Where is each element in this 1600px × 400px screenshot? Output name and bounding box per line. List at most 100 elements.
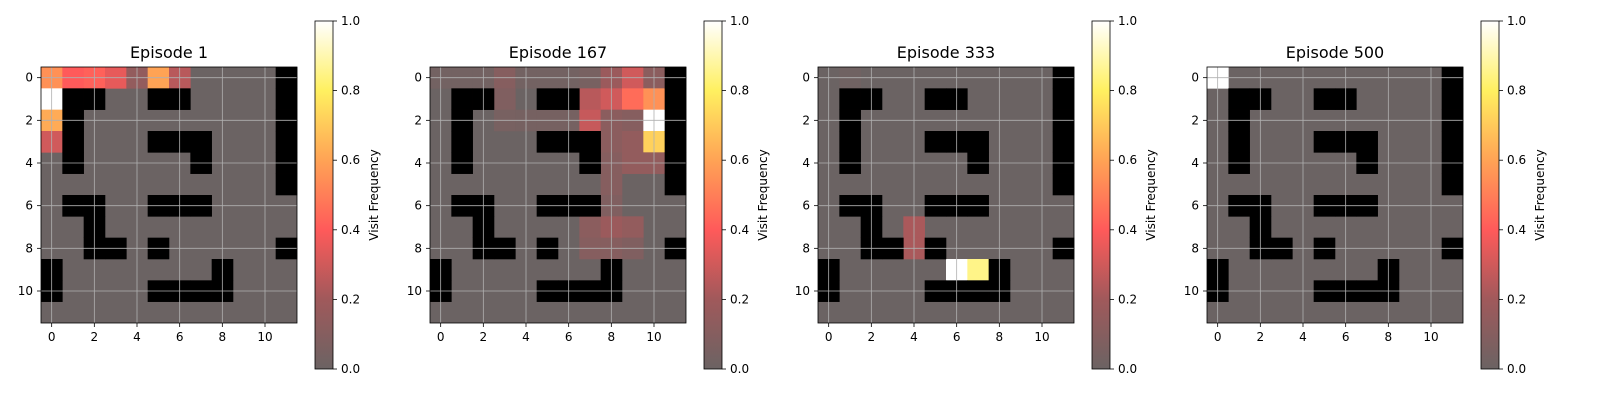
x-tick-label: 10: [646, 330, 661, 344]
wall-cell: [664, 131, 687, 153]
colorbar-tick-label: 0.2: [341, 292, 360, 306]
axes-frame: [1206, 66, 1464, 324]
colorbar-tick-label: 0.0: [730, 362, 749, 376]
x-tick-label: 6: [953, 330, 961, 344]
wall-cell: [147, 88, 170, 110]
wall-cell: [579, 131, 601, 153]
y-tick-label: 8: [802, 241, 810, 255]
y-tick-label: 0: [414, 71, 422, 85]
y-tick-label: 4: [25, 156, 33, 170]
wall-cell: [275, 173, 298, 196]
colorbar-label: Visit Frequency: [756, 149, 770, 240]
wall-cell: [1441, 88, 1464, 110]
colorbar-tick-label: 0.2: [730, 292, 749, 306]
x-tick-label: 6: [176, 330, 184, 344]
wall-cell: [190, 131, 212, 153]
visit-cell: [622, 88, 644, 110]
chart-title: Episode 333: [897, 43, 995, 62]
y-tick-label: 8: [414, 241, 422, 255]
colorbar-tick-label: 1.0: [1118, 14, 1137, 28]
wall-cell: [1313, 88, 1336, 110]
y-tick-label: 0: [1191, 71, 1199, 85]
visit-cell: [579, 88, 601, 110]
x-tick-label: 4: [1299, 330, 1307, 344]
colorbar-tick-label: 0.6: [341, 153, 360, 167]
colorbar-tick-label: 0.4: [730, 223, 749, 237]
y-tick-label: 10: [18, 284, 33, 298]
axes-frame: [40, 66, 298, 324]
colorbar-tick-label: 0.2: [1507, 292, 1526, 306]
chart-title: Episode 500: [1286, 43, 1384, 62]
x-tick-label: 2: [868, 330, 876, 344]
chart-title: Episode 1: [130, 43, 208, 62]
x-tick-label: 10: [1034, 330, 1049, 344]
wall-cell: [839, 131, 861, 153]
y-tick-label: 10: [795, 284, 810, 298]
x-tick-label: 6: [1342, 330, 1350, 344]
wall-cell: [451, 88, 473, 110]
colorbar-tick-label: 0.8: [341, 84, 360, 98]
y-tick-label: 2: [802, 113, 810, 127]
colorbar-tick-label: 0.6: [730, 153, 749, 167]
wall-cell: [275, 131, 298, 153]
y-tick-label: 10: [1184, 284, 1199, 298]
heatmap-panel-4: 0 2 4 6 8 10 0 2 4 6 8 10 Episode 500 0.0 0.2 0.4 0.6 0.8…: [1184, 14, 1547, 376]
wall-cell: [1356, 131, 1378, 153]
x-tick-label: 4: [522, 330, 530, 344]
colorbar-tick-label: 1.0: [341, 14, 360, 28]
x-tick-label: 6: [565, 330, 573, 344]
colorbar-label: Visit Frequency: [367, 149, 381, 240]
wall-cell: [839, 88, 861, 110]
y-tick-label: 2: [25, 113, 33, 127]
y-tick-label: 2: [414, 113, 422, 127]
visit-cell: [494, 88, 516, 110]
x-tick-label: 10: [1423, 330, 1438, 344]
colorbar-tick-label: 0.2: [1118, 292, 1137, 306]
wall-cell: [1441, 173, 1464, 196]
wall-cell: [62, 131, 84, 153]
colorbar-tick-label: 0.6: [1507, 153, 1526, 167]
y-tick-label: 6: [802, 199, 810, 213]
colorbar-tick-label: 0.6: [1118, 153, 1137, 167]
y-tick-label: 2: [1191, 113, 1199, 127]
x-tick-label: 0: [437, 330, 445, 344]
wall-cell: [1052, 88, 1075, 110]
wall-cell: [1228, 88, 1250, 110]
y-tick-label: 6: [414, 199, 422, 213]
wall-cell: [451, 131, 473, 153]
y-tick-label: 4: [1191, 156, 1199, 170]
wall-cell: [924, 88, 947, 110]
heatmap-panel-1: 0 2 4 6 8 10 0 2 4 6 8 10 Episode 1 0.0 0.2 0.4 0.6 0.8 1.…: [18, 14, 381, 376]
colorbar-label: Visit Frequency: [1533, 149, 1547, 240]
y-tick-label: 6: [1191, 199, 1199, 213]
y-tick-label: 8: [1191, 241, 1199, 255]
colorbar-tick-label: 0.8: [730, 84, 749, 98]
y-tick-label: 4: [414, 156, 422, 170]
x-tick-label: 8: [219, 330, 227, 344]
visit-cell: [579, 216, 601, 238]
colorbar: [1480, 20, 1500, 370]
x-tick-label: 4: [133, 330, 141, 344]
wall-cell: [1313, 131, 1336, 153]
wall-cell: [275, 88, 298, 110]
wall-cell: [967, 131, 989, 153]
visit-cell: [622, 216, 644, 238]
wall-cell: [1441, 131, 1464, 153]
wall-cell: [62, 88, 84, 110]
wall-cell: [924, 131, 947, 153]
heatmap-panel-2: 0 2 4 6 8 10 0 2 4 6 8 10 Episode 167 0.0 0.2 0.4 0.6 0.8…: [407, 14, 770, 376]
colorbar-tick-label: 0.4: [1507, 223, 1526, 237]
x-tick-label: 10: [257, 330, 272, 344]
y-tick-label: 6: [25, 199, 33, 213]
x-tick-label: 0: [1214, 330, 1222, 344]
colorbar-tick-label: 0.0: [1118, 362, 1137, 376]
x-tick-label: 8: [608, 330, 616, 344]
wall-cell: [536, 131, 559, 153]
y-tick-label: 0: [25, 71, 33, 85]
colorbar: [1091, 20, 1111, 370]
colorbar-tick-label: 1.0: [730, 14, 749, 28]
x-tick-label: 0: [825, 330, 833, 344]
colorbar-tick-label: 0.8: [1507, 84, 1526, 98]
colorbar-tick-label: 0.0: [1507, 362, 1526, 376]
